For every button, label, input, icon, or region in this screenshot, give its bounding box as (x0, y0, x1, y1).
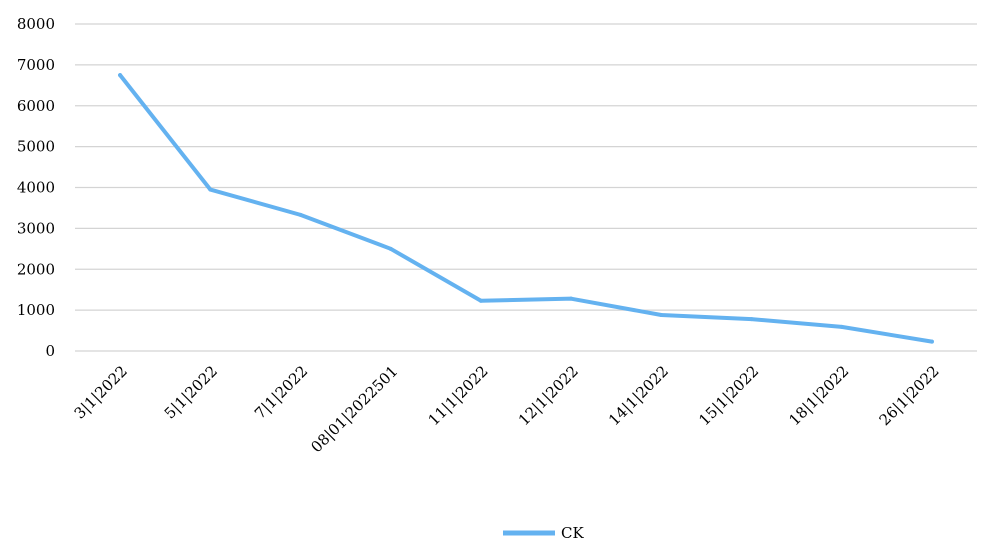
data-point (388, 246, 393, 251)
legend: CK (503, 524, 584, 542)
x-tick-label: 12|1|2022 (515, 362, 582, 429)
y-tick-label: 8000 (17, 15, 55, 33)
y-tick-label: 3000 (17, 219, 55, 237)
x-tick-label: 11|1|2022 (425, 362, 492, 429)
x-tick-label: 18|1|2022 (785, 362, 852, 429)
data-point (839, 324, 844, 329)
y-tick-label: 6000 (17, 97, 55, 115)
data-point (929, 339, 934, 344)
data-point (298, 212, 303, 217)
x-tick-label: 5|1|2022 (161, 362, 221, 422)
data-point (478, 298, 483, 303)
data-point (749, 317, 754, 322)
y-tick-label: 4000 (17, 179, 55, 197)
legend-label-ck: CK (561, 524, 584, 542)
y-tick-label: 1000 (17, 301, 55, 319)
y-tick-label: 2000 (17, 260, 55, 278)
data-point (569, 296, 574, 301)
y-tick-label: 7000 (17, 56, 55, 74)
x-tick-label: 14|1|2022 (605, 362, 672, 429)
data-point (659, 313, 664, 318)
y-tick-label: 0 (45, 342, 55, 360)
y-tick-label: 5000 (17, 138, 55, 156)
data-point (208, 187, 213, 192)
data-point (118, 73, 123, 78)
x-tick-label: 3|1|2022 (71, 362, 131, 422)
x-tick-label: 08|01|2022501 (307, 362, 401, 456)
gridlines (75, 23, 977, 352)
series-layer (118, 73, 934, 344)
x-tick-label: 7|1|2022 (251, 362, 311, 422)
series-line-ck (118, 73, 934, 344)
x-tick-label: 26|1|2022 (876, 362, 943, 429)
y-axis-ticks: 0 1000 2000 3000 4000 5000 6000 7000 8000 (17, 15, 55, 360)
x-tick-label: 15|1|2022 (695, 362, 762, 429)
